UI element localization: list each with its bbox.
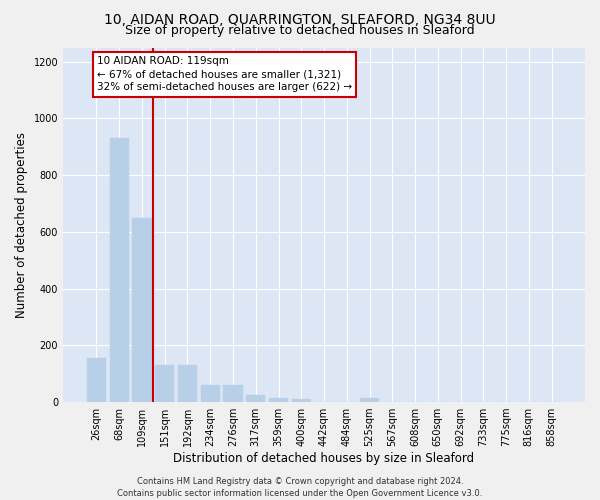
Bar [246,395,265,402]
Y-axis label: Number of detached properties: Number of detached properties [15,132,28,318]
Text: 10 AIDAN ROAD: 119sqm
← 67% of detached houses are smaller (1,321)
32% of semi-d: 10 AIDAN ROAD: 119sqm ← 67% of detached … [97,56,352,92]
Bar [178,365,197,402]
Text: Size of property relative to detached houses in Sleaford: Size of property relative to detached ho… [125,24,475,37]
Bar [360,398,379,402]
Text: 10, AIDAN ROAD, QUARRINGTON, SLEAFORD, NG34 8UU: 10, AIDAN ROAD, QUARRINGTON, SLEAFORD, N… [104,12,496,26]
X-axis label: Distribution of detached houses by size in Sleaford: Distribution of detached houses by size … [173,452,475,465]
Bar [110,138,129,402]
Text: Contains HM Land Registry data © Crown copyright and database right 2024.
Contai: Contains HM Land Registry data © Crown c… [118,476,482,498]
Bar [132,218,152,402]
Bar [269,398,288,402]
Bar [155,365,175,402]
Bar [223,385,242,402]
Bar [200,385,220,402]
Bar [87,358,106,402]
Bar [292,399,311,402]
